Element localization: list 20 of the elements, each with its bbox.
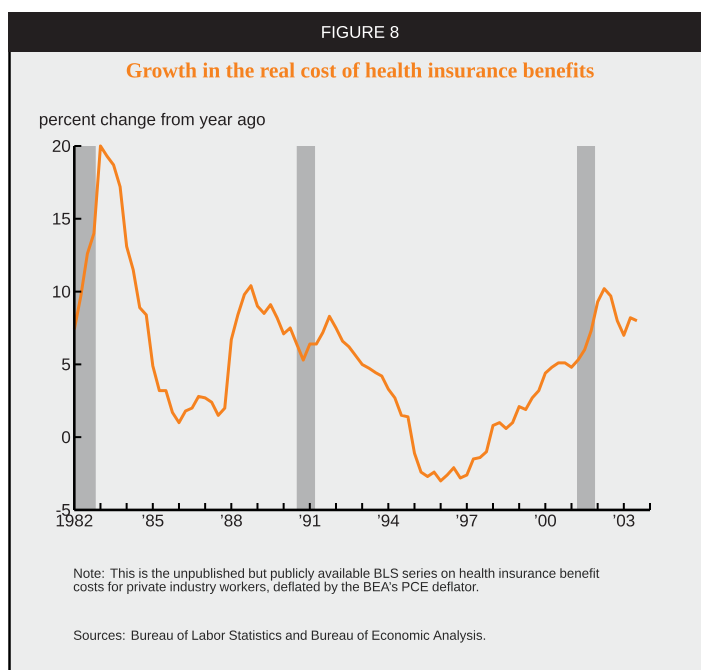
line-series — [72, 144, 638, 482]
y-tick-label: 5 — [62, 358, 70, 370]
x-tick-label: ’88 — [221, 514, 242, 526]
y-tick-label: 0 — [62, 431, 70, 444]
x-tick-label: ’03 — [614, 514, 634, 526]
y-tick-label: -5 — [56, 504, 70, 516]
y-tick-label: 10 — [53, 285, 70, 298]
x-tick-label: ’97 — [456, 514, 478, 526]
x-tick-label: ’85 — [142, 514, 164, 526]
x-tick-label: ’94 — [378, 514, 400, 526]
caption: FIGURE 8 — [322, 26, 398, 38]
chart-title: Growth in the real cost of health insurance benefits — [126, 62, 594, 78]
x-tick-label: ’00 — [535, 514, 556, 526]
y-tick-label: 15 — [53, 212, 70, 225]
y-axis-title: percent change from year ago — [40, 112, 265, 129]
y-tick-label: 20 — [52, 140, 70, 152]
source-note: Sources: Bureau of Labor Statistics and Bureau of Economic Analysis. — [74, 630, 486, 642]
text: Note: This is the unpublished but publicly available BLS series on health insurance benefit costs for private industry workers, deflated by the BEA’s PCE deflator. — [74, 568, 600, 594]
x-tick-label: 1982 — [56, 514, 92, 526]
x-tick-label: ’91 — [300, 514, 320, 526]
